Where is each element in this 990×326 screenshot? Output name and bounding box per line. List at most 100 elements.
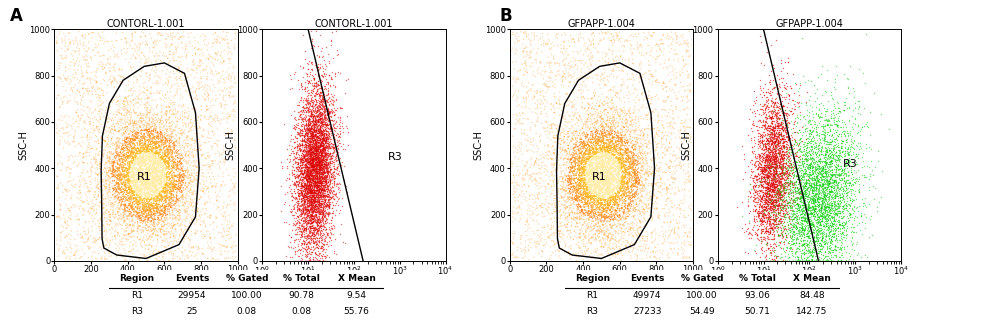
Point: [291, 226, 307, 231]
Point: [735, 143, 750, 149]
Point: [184, 212, 200, 217]
Point: [227, 73, 243, 78]
Point: [177, 248, 193, 253]
Point: [816, 171, 832, 176]
Point: [774, 202, 790, 208]
Point: [776, 132, 792, 137]
Point: [129, 212, 145, 217]
Point: [820, 234, 836, 239]
Point: [816, 165, 832, 170]
Point: [112, 251, 128, 257]
Point: [299, 212, 315, 217]
Point: [139, 174, 154, 180]
Point: [773, 175, 789, 181]
Point: [581, 179, 597, 184]
Point: [172, 161, 188, 166]
Point: [561, 149, 577, 155]
Point: [122, 165, 138, 170]
Point: [306, 173, 322, 178]
Point: [318, 44, 334, 49]
Point: [582, 191, 598, 196]
Point: [302, 156, 318, 161]
Point: [779, 169, 795, 174]
Point: [136, 118, 151, 123]
Point: [580, 138, 596, 143]
Point: [294, 257, 310, 262]
Point: [615, 215, 631, 220]
Point: [815, 258, 831, 263]
Point: [305, 178, 321, 183]
Point: [572, 203, 588, 208]
Point: [605, 245, 621, 251]
Point: [598, 151, 614, 156]
Point: [617, 227, 633, 232]
Point: [504, 164, 520, 169]
Point: [158, 189, 174, 195]
Point: [607, 174, 623, 180]
Point: [112, 239, 128, 244]
Point: [316, 57, 332, 63]
Point: [216, 162, 232, 167]
Point: [606, 198, 622, 203]
Point: [322, 190, 338, 195]
Point: [795, 193, 811, 198]
Point: [314, 122, 330, 127]
Point: [298, 141, 314, 147]
Point: [620, 214, 636, 219]
Point: [759, 180, 775, 185]
Point: [209, 207, 225, 212]
Point: [119, 50, 135, 55]
Point: [773, 188, 789, 193]
Point: [320, 129, 336, 134]
Point: [301, 116, 317, 121]
Point: [560, 228, 576, 233]
Point: [306, 83, 322, 88]
Point: [186, 163, 202, 168]
Point: [808, 194, 824, 200]
Point: [172, 75, 188, 81]
Point: [823, 206, 839, 211]
Point: [834, 168, 849, 173]
Point: [595, 175, 611, 180]
Point: [594, 215, 610, 220]
Point: [767, 151, 783, 156]
Point: [118, 162, 134, 167]
Point: [111, 194, 127, 200]
Point: [773, 165, 789, 170]
Point: [567, 164, 583, 170]
Point: [152, 192, 168, 198]
Point: [287, 124, 303, 129]
Point: [610, 185, 626, 191]
Point: [189, 195, 205, 200]
Point: [817, 178, 833, 183]
Point: [816, 244, 832, 249]
Point: [150, 74, 166, 80]
Point: [599, 192, 615, 197]
Point: [302, 224, 318, 230]
Point: [760, 172, 776, 177]
Point: [170, 159, 186, 164]
Point: [768, 104, 784, 110]
Point: [571, 232, 587, 237]
Point: [332, 117, 347, 123]
Point: [300, 178, 316, 183]
Point: [195, 61, 211, 66]
Point: [119, 135, 135, 140]
Point: [764, 141, 780, 147]
Point: [156, 181, 172, 186]
Point: [767, 164, 783, 170]
Point: [777, 205, 793, 210]
Point: [766, 125, 782, 130]
Point: [148, 170, 163, 175]
Point: [659, 197, 675, 202]
Point: [839, 191, 854, 196]
Point: [794, 215, 810, 220]
Point: [655, 134, 671, 140]
Point: [662, 119, 678, 125]
Point: [303, 141, 319, 147]
Point: [108, 170, 124, 175]
Point: [179, 208, 195, 214]
Point: [765, 128, 781, 133]
Point: [584, 179, 600, 184]
Point: [824, 258, 840, 263]
